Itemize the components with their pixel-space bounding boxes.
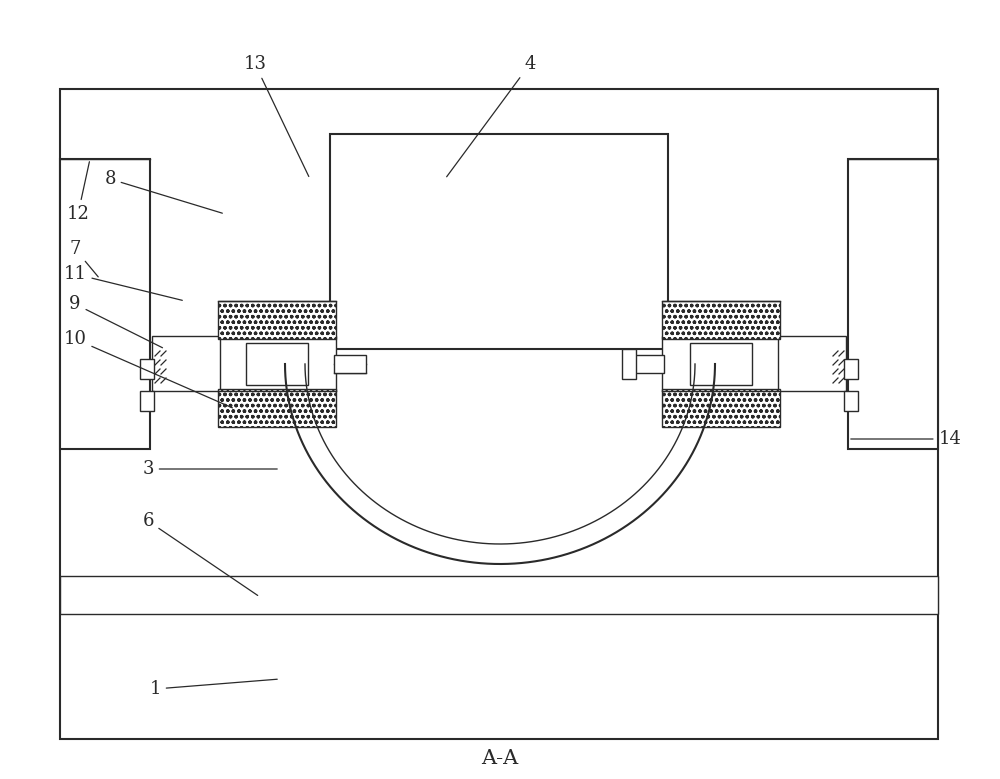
Text: 7: 7 (69, 240, 98, 277)
Text: 11: 11 (64, 265, 182, 301)
Text: 8: 8 (104, 170, 222, 213)
Bar (622, 349, 636, 379)
Bar (330, 134, 668, 349)
Bar (848, 159, 938, 449)
Bar (60, 576, 938, 614)
Bar (218, 389, 336, 427)
Bar (140, 359, 154, 379)
Text: A-A: A-A (481, 749, 519, 769)
Bar (844, 359, 858, 379)
Text: 1: 1 (149, 679, 277, 698)
Text: 12: 12 (67, 162, 89, 223)
Bar (662, 389, 780, 427)
Bar (60, 89, 938, 739)
Bar (246, 343, 308, 385)
Text: 10: 10 (64, 330, 232, 408)
Bar (60, 159, 150, 449)
Text: 13: 13 (244, 55, 309, 177)
Bar (218, 336, 336, 391)
Bar (140, 391, 154, 411)
Text: 14: 14 (851, 430, 961, 448)
Bar (662, 336, 780, 391)
Text: 6: 6 (142, 512, 258, 595)
Bar (778, 336, 846, 391)
Bar (632, 355, 664, 373)
Text: 4: 4 (447, 55, 536, 177)
Text: 3: 3 (142, 460, 277, 478)
Bar (218, 301, 336, 339)
Bar (690, 343, 752, 385)
Bar (152, 336, 220, 391)
Bar (844, 391, 858, 411)
Bar (334, 355, 366, 373)
Text: 9: 9 (69, 295, 163, 347)
Bar (662, 301, 780, 339)
